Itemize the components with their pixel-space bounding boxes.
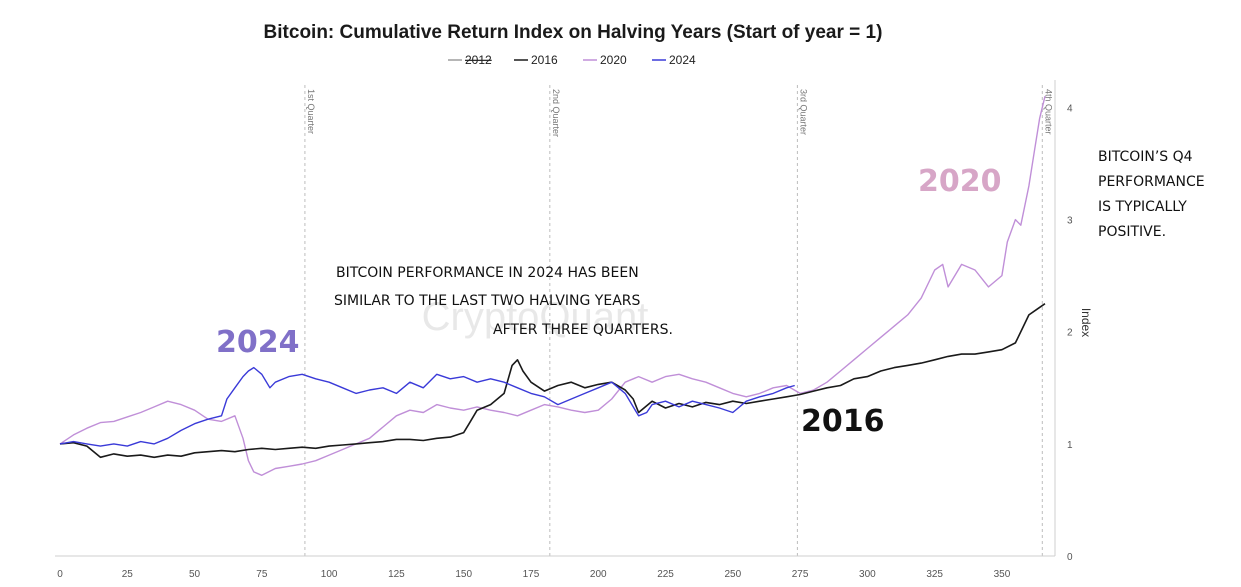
x-tick-label: 25 [122,569,134,580]
callout-2024: 2024 [216,325,300,360]
y-tick-label: 0 [1067,552,1073,563]
watermark-layer: CryptoQuant [422,295,649,339]
annotations: BITCOIN PERFORMANCE IN 2024 HAS BEEN SIMI… [334,149,1205,338]
annotation-line: BITCOIN PERFORMANCE IN 2024 HAS BEEN [336,265,639,281]
y-tick-label: 2 [1067,328,1073,339]
y-axis-title: Index [1079,308,1093,337]
watermark: CryptoQuant [422,295,649,339]
legend-entry-2012: 2012 [465,53,492,67]
x-tick-label: 275 [792,569,809,580]
x-tick-label: 75 [256,569,268,580]
callout-2016: 2016 [801,404,885,439]
side-annotation-line: PERFORMANCE [1098,174,1205,190]
series-lines [59,96,1046,476]
quarter-label: 3rd Quarter [798,89,808,135]
legend-entry-2020: 2020 [600,53,627,67]
legend-entry-2016: 2016 [531,53,558,67]
callout-2020: 2020 [918,164,1002,199]
x-tick-label: 0 [57,569,63,580]
series-line-2020 [59,96,1046,476]
series-callouts: 2024 2020 2016 [216,164,1002,439]
chart-title: Bitcoin: Cumulative Return Index on Halv… [264,22,883,43]
axes: 0 25 50 75 100 125 150 175 200 225 250 275 300 325 350… [55,80,1093,580]
legend: 2012 2016 2020 2024 [448,53,696,67]
x-tick-label: 300 [859,569,876,580]
x-tick-label: 100 [321,569,338,580]
annotation-line: SIMILAR TO THE LAST TWO HALVING YEARS [334,293,640,309]
y-tick-label: 3 [1067,216,1073,227]
x-tick-label: 325 [926,569,943,580]
x-tick-label: 350 [994,569,1011,580]
quarter-markers: 1st Quarter 2nd Quarter 3rd Quarter 4th Qua… [304,85,1053,556]
quarter-label: 4th Quarter [1043,89,1053,135]
legend-entry-2024: 2024 [669,53,696,67]
x-tick-label: 200 [590,569,607,580]
y-tick-label: 1 [1067,440,1073,451]
side-annotation-line: POSITIVE. [1098,224,1166,240]
side-annotation-line: IS TYPICALLY [1098,199,1187,215]
x-tick-label: 150 [455,569,472,580]
x-tick-label: 225 [657,569,674,580]
x-tick-label: 50 [189,569,201,580]
quarter-label: 2nd Quarter [551,89,561,137]
annotation-line: AFTER THREE QUARTERS. [493,322,673,338]
y-tick-label: 4 [1067,103,1073,114]
x-tick-label: 125 [388,569,405,580]
x-tick-label: 175 [523,569,540,580]
quarter-label: 1st Quarter [306,89,316,134]
series-line-2016 [59,303,1046,459]
x-tick-label: 250 [724,569,741,580]
series-line-2024 [59,366,795,447]
side-annotation-line: BITCOIN’S Q4 [1098,149,1193,165]
